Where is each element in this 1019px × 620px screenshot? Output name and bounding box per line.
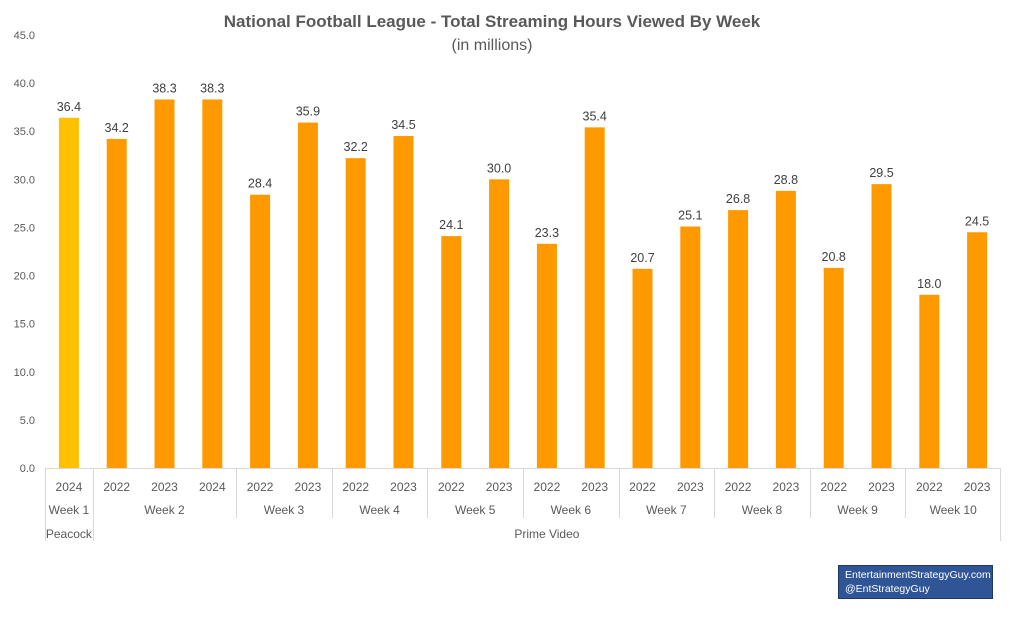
data-label: 24.5 <box>965 214 989 228</box>
year-label: 2022 <box>103 480 130 494</box>
y-tick-label: 15.0 <box>14 319 35 331</box>
bars <box>58 99 988 469</box>
platform-label: Peacock <box>46 527 93 541</box>
data-label: 20.8 <box>822 250 846 264</box>
chart-subtitle: (in millions) <box>452 37 533 54</box>
year-label: 2022 <box>629 480 656 494</box>
bar <box>393 136 414 469</box>
data-label: 35.9 <box>296 105 320 119</box>
week-label: Week 3 <box>264 503 305 517</box>
year-label: 2023 <box>390 480 417 494</box>
data-label: 20.7 <box>630 251 654 265</box>
data-label: 25.1 <box>678 208 702 222</box>
bar <box>250 194 271 468</box>
bar <box>441 236 462 468</box>
year-label: 2022 <box>820 480 847 494</box>
year-label: 2022 <box>247 480 274 494</box>
year-label: 2022 <box>342 480 369 494</box>
y-axis: 0.0 5.0 10.0 15.0 20.0 25.0 30.0 35.0 40.0 45.0 <box>14 30 35 475</box>
y-tick-label: 0.0 <box>20 463 35 475</box>
year-label: 2023 <box>964 480 991 494</box>
year-label: 2024 <box>56 480 83 494</box>
y-tick-label: 25.0 <box>14 222 35 234</box>
data-label: 28.4 <box>248 177 272 191</box>
bar <box>967 232 988 468</box>
y-tick-label: 20.0 <box>14 271 35 283</box>
data-label: 26.8 <box>726 192 750 206</box>
y-tick-label: 45.0 <box>14 30 35 42</box>
data-label: 29.5 <box>869 166 893 180</box>
y-tick-label: 30.0 <box>14 174 35 186</box>
data-label: 32.2 <box>344 140 368 154</box>
data-label: 18.0 <box>917 277 941 291</box>
bar <box>58 117 79 469</box>
data-label: 34.2 <box>105 121 129 135</box>
data-label: 28.8 <box>774 173 798 187</box>
bar <box>154 99 175 469</box>
week-label: Week 9 <box>837 503 878 517</box>
bar <box>823 267 844 468</box>
year-label: 2022 <box>534 480 561 494</box>
year-label: 2023 <box>581 480 608 494</box>
y-tick-label: 40.0 <box>14 78 35 90</box>
bar <box>775 190 796 468</box>
data-label: 24.1 <box>439 218 463 232</box>
bar <box>919 294 940 468</box>
week-label: Week 10 <box>930 503 977 517</box>
credit-box: EntertainmentStrategyGuy.com @EntStrateg… <box>838 565 993 599</box>
y-tick-label: 5.0 <box>20 415 35 427</box>
bar <box>106 138 127 469</box>
bar <box>536 243 557 468</box>
bar <box>680 226 701 468</box>
week-label: Week 6 <box>551 503 592 517</box>
bar <box>871 184 892 468</box>
data-label: 34.5 <box>391 118 415 132</box>
data-labels: 36.4 34.2 38.3 38.3 28.4 35.9 32.2 34.5 24.1 30.0… <box>57 81 990 290</box>
data-label: 38.3 <box>200 81 224 95</box>
bar <box>632 268 653 468</box>
year-label: 2023 <box>486 480 513 494</box>
data-label: 23.3 <box>535 226 559 240</box>
bar <box>297 122 318 468</box>
data-label: 38.3 <box>152 81 176 95</box>
week-label: Week 4 <box>359 503 400 517</box>
week-label: Week 2 <box>144 503 185 517</box>
year-label: 2023 <box>868 480 895 494</box>
chart-title: National Football League - Total Streami… <box>224 12 761 31</box>
y-tick-label: 35.0 <box>14 126 35 138</box>
year-label: 2023 <box>677 480 704 494</box>
platform-label: Prime Video <box>514 527 579 541</box>
year-label: 2022 <box>916 480 943 494</box>
data-label: 30.0 <box>487 161 511 175</box>
credit-handle: @EntStrategyGuy <box>845 583 930 595</box>
week-label: Week 1 <box>49 503 90 517</box>
y-tick-label: 10.0 <box>14 367 35 379</box>
bar <box>202 99 223 469</box>
data-label: 36.4 <box>57 100 81 114</box>
year-label: 2023 <box>773 480 800 494</box>
bar <box>728 210 749 468</box>
year-label: 2022 <box>438 480 465 494</box>
credit-website: EntertainmentStrategyGuy.com <box>845 569 991 581</box>
year-label: 2023 <box>295 480 322 494</box>
data-label: 35.4 <box>583 109 607 123</box>
week-label: Week 5 <box>455 503 496 517</box>
x-axis: 2024 2022 2023 2024 2022 2023 2022 2023 2022 2023… <box>45 468 1001 541</box>
bar <box>345 158 366 469</box>
week-label: Week 8 <box>742 503 783 517</box>
year-label: 2023 <box>151 480 178 494</box>
week-label: Week 7 <box>646 503 687 517</box>
bar <box>584 127 605 468</box>
year-label: 2024 <box>199 480 226 494</box>
year-label: 2022 <box>725 480 752 494</box>
bar <box>489 179 510 469</box>
